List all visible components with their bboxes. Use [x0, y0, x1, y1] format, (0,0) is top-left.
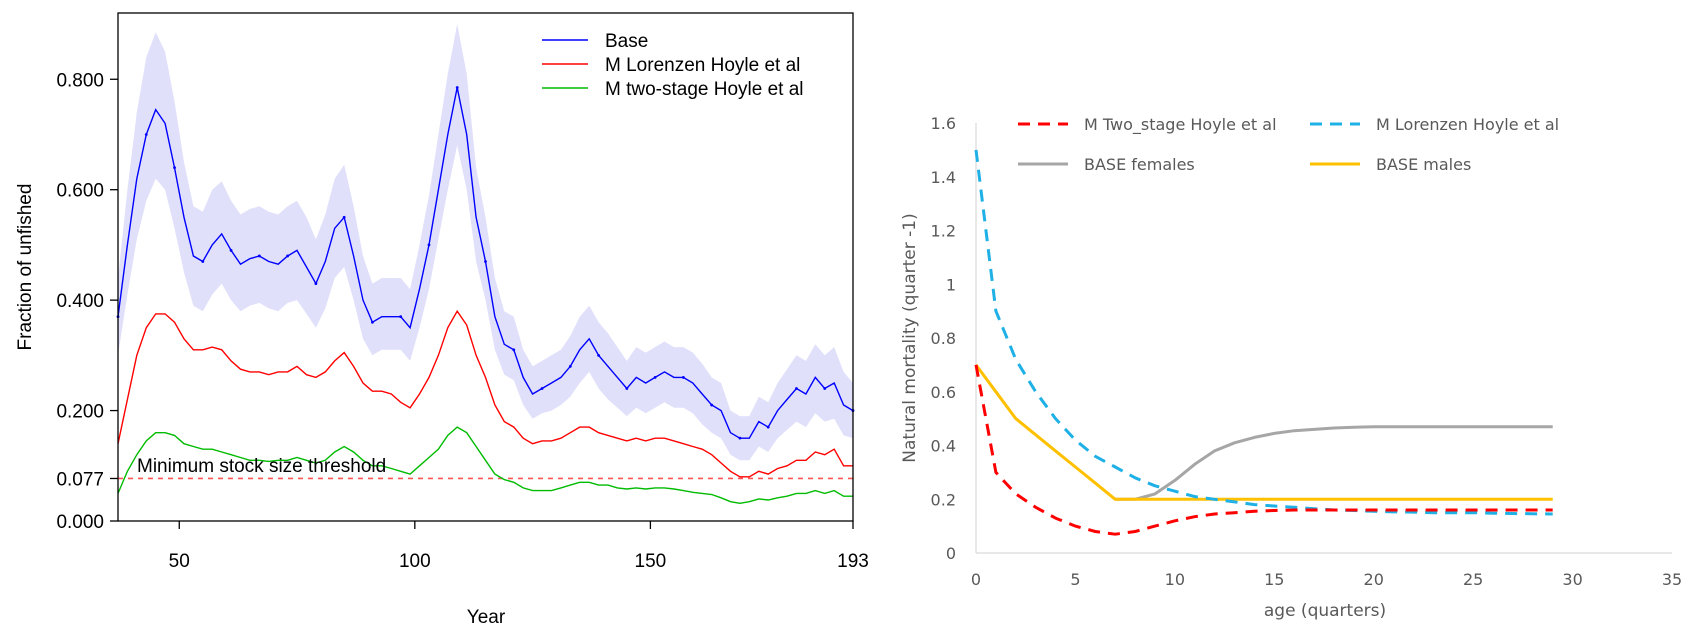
- legend-label: Base: [605, 31, 648, 52]
- right-x-tick-label: 30: [1562, 570, 1582, 589]
- series-line-m-two-stage-hoyle-et-al: [117, 426, 853, 505]
- left-y-tick-label: 0.077: [56, 469, 104, 490]
- left-y-tick-label: 0.800: [56, 70, 104, 91]
- base-point: [823, 387, 827, 390]
- base-point: [144, 133, 148, 136]
- right-x-tick-label: 20: [1364, 570, 1384, 589]
- right-x-tick-label: 25: [1463, 570, 1483, 589]
- left-legend: Base M Lorenzen Hoyle et al M two-stage Ho…: [542, 31, 804, 100]
- right-legend: M Two_stage Hoyle et al M Lorenzen Hoyle …: [1018, 115, 1559, 174]
- series-line-m-two-stage-hoyle-et-al: [974, 364, 1553, 536]
- right-x-ticks: 0 5 10 15 20 25 30 35: [971, 570, 1682, 589]
- right-x-tick-label: 15: [1264, 570, 1284, 589]
- legend-label: M Two_stage Hoyle et al: [1084, 115, 1277, 135]
- left-x-tick-label: 150: [635, 551, 667, 572]
- series-line-m-lorenzen-hoyle-et-al: [117, 309, 853, 478]
- base-point: [371, 320, 374, 324]
- right-y-tick-label: 1: [946, 275, 956, 294]
- left-x-tick-label: 100: [399, 551, 431, 572]
- base-uncertainty-band: [118, 24, 853, 461]
- base-point: [229, 249, 233, 252]
- base-point: [314, 282, 318, 285]
- right-x-tick-label: 0: [971, 570, 981, 589]
- base-point: [201, 260, 205, 263]
- base-point: [738, 436, 742, 440]
- right-x-tick-label: 10: [1165, 570, 1185, 589]
- left-x-tick-label: 50: [169, 551, 190, 572]
- left-x-tick-label: 193: [837, 551, 869, 572]
- legend-label: M Lorenzen Hoyle et al: [1376, 115, 1559, 134]
- right-x-axis-label: age (quarters): [1264, 601, 1386, 621]
- threshold-label: Minimum stock size threshold: [137, 456, 386, 477]
- left-chart: 0.000 0.077 0.200 0.400 0.600 0.800 50 100 150 1…: [15, 12, 869, 626]
- series-line-base-males: [974, 364, 1553, 501]
- right-series-lines: [974, 149, 1553, 536]
- left-y-axis-label: Fraction of unfished: [15, 184, 36, 351]
- base-point: [399, 315, 403, 319]
- legend-label: M Lorenzen Hoyle et al: [605, 55, 800, 76]
- legend-label: M two-stage Hoyle et al: [605, 79, 804, 100]
- base-point: [653, 376, 657, 379]
- right-x-tick-label: 35: [1662, 570, 1682, 589]
- right-y-axis-label: Natural mortality (quarter -1): [900, 213, 920, 462]
- base-point: [540, 387, 544, 390]
- right-y-tick-label: 1.2: [931, 222, 956, 241]
- right-y-tick-label: 1.6: [931, 114, 956, 133]
- base-point: [257, 254, 261, 258]
- right-y-tick-label: 0.4: [931, 437, 956, 456]
- left-y-tick-label: 0.600: [56, 181, 104, 202]
- base-point: [484, 260, 487, 263]
- base-point: [766, 425, 770, 429]
- base-point: [427, 243, 431, 247]
- legend-label: BASE males: [1376, 155, 1471, 174]
- base-point: [173, 166, 176, 170]
- legend-label: BASE females: [1084, 155, 1195, 174]
- right-y-tick-label: 0: [946, 544, 956, 563]
- right-y-tick-label: 0.6: [931, 383, 956, 402]
- base-point: [286, 254, 290, 258]
- right-chart: 0 0.2 0.4 0.6 0.8 1 1.2 1.4 1.6 0 5 10 15 20 25 30 35 a…: [900, 114, 1682, 621]
- base-point: [455, 86, 459, 89]
- right-x-tick-label: 5: [1070, 570, 1080, 589]
- series-line-m-lorenzen-hoyle-et-al: [974, 149, 1553, 516]
- left-y-tick-label: 0.400: [56, 291, 104, 312]
- right-y-ticks: 0 0.2 0.4 0.6 0.8 1 1.2 1.4 1.6: [931, 114, 956, 563]
- series-line-base-females: [1115, 425, 1553, 501]
- base-point: [625, 387, 629, 390]
- base-uncertainty-band-group: [118, 24, 853, 461]
- right-y-tick-label: 1.4: [931, 168, 956, 187]
- base-point: [681, 376, 685, 379]
- base-point: [597, 353, 600, 357]
- left-x-ticks: 50 100 150 193: [169, 521, 869, 572]
- base-point: [342, 215, 346, 219]
- right-y-tick-label: 0.2: [931, 490, 956, 509]
- left-y-ticks: 0.000 0.077 0.200 0.400 0.600 0.800: [56, 70, 118, 533]
- left-series-lines: [116, 86, 855, 505]
- base-point: [710, 403, 714, 407]
- base-point: [512, 348, 516, 352]
- right-y-tick-label: 0.8: [931, 329, 956, 348]
- base-point: [795, 387, 798, 390]
- left-x-axis-label: Year: [467, 607, 506, 626]
- left-y-tick-label: 0.000: [56, 512, 104, 533]
- right-axis-lines: [975, 123, 1672, 554]
- left-plot-frame: [117, 12, 854, 522]
- base-point: [568, 364, 572, 368]
- left-y-tick-label: 0.200: [56, 402, 104, 423]
